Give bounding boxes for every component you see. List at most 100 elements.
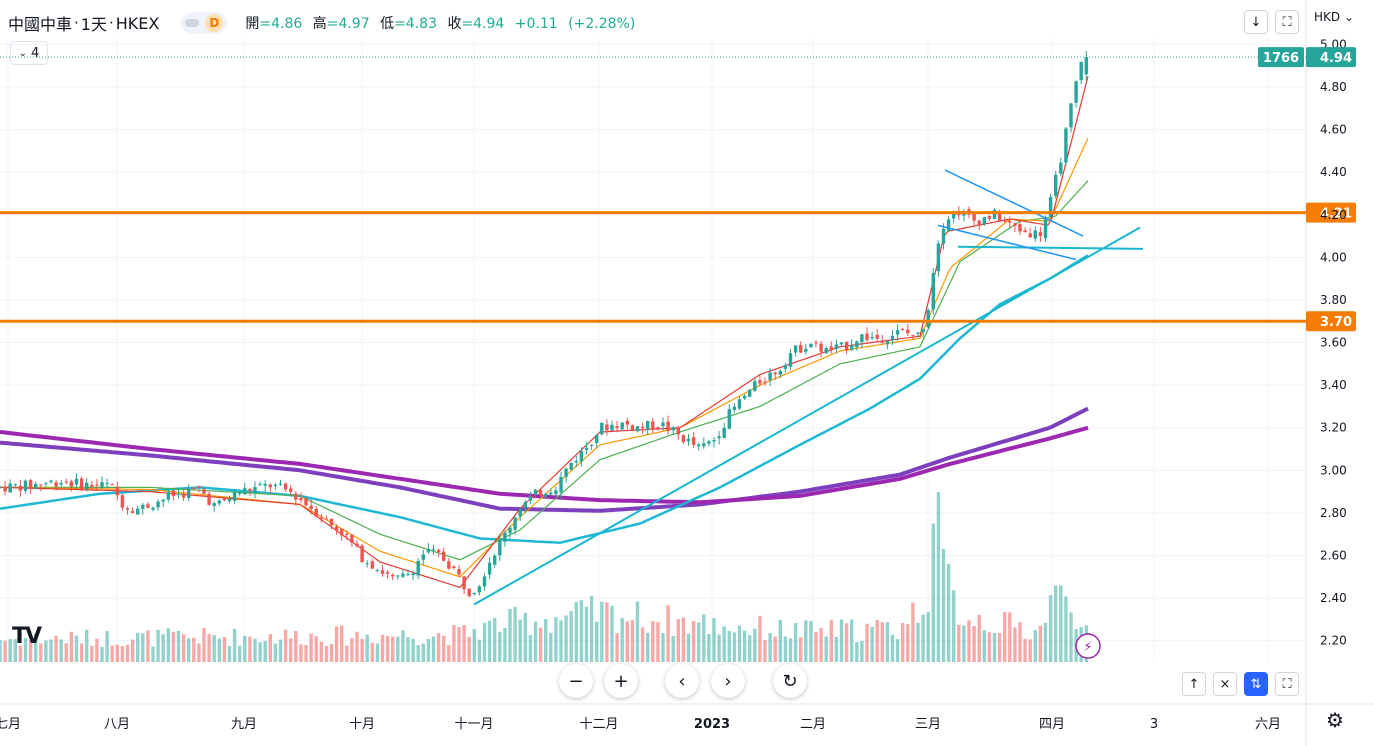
volume-bar — [334, 626, 339, 662]
volume-bar — [972, 625, 976, 662]
volume-bar — [304, 645, 308, 662]
last-price-tag — [1306, 47, 1356, 68]
volume-bar — [8, 638, 12, 662]
candle-body — [901, 329, 905, 331]
candle-body — [115, 486, 119, 496]
volume-bar — [436, 633, 441, 662]
candle-body — [34, 483, 38, 489]
chevron-right-icon: › — [724, 670, 732, 692]
open-value: =4.86 — [259, 16, 303, 32]
indicators-toggle-button[interactable]: ⌄ 4 — [10, 41, 48, 65]
time-tick-label: 十月 — [349, 717, 375, 732]
fullscreen-button[interactable]: ⛶ — [1275, 672, 1299, 696]
maximize-button[interactable]: ⛶ — [1275, 10, 1299, 34]
candle-body — [314, 508, 318, 517]
currency-selector[interactable]: HKD ⌄ — [1314, 10, 1354, 24]
volume-bar — [814, 631, 818, 662]
volume-bar — [59, 639, 63, 662]
volume-bar — [69, 631, 74, 662]
volume-bar — [146, 630, 150, 662]
candle-body — [1018, 223, 1022, 232]
volume-bar — [457, 627, 461, 662]
candle-body — [977, 220, 981, 226]
candle-body — [380, 570, 385, 574]
separator-dot: · — [108, 14, 114, 32]
candle-body — [268, 484, 272, 488]
volume-bar — [498, 631, 502, 662]
volume-bar — [839, 619, 844, 662]
currency-label: HKD — [1314, 10, 1341, 24]
volume-bar — [676, 619, 680, 662]
candle-body — [589, 444, 594, 446]
volume-bar — [23, 637, 28, 662]
candle-body — [702, 443, 706, 447]
price-tick-label: 2.20 — [1320, 634, 1347, 648]
candle-body — [559, 476, 563, 493]
candle-body — [13, 484, 17, 486]
volume-bar — [620, 617, 624, 662]
volume-bar — [447, 645, 451, 662]
volume-bar — [207, 633, 211, 662]
settings-gear-icon[interactable]: ⚙ — [1326, 708, 1344, 732]
zoom-out-button[interactable]: − — [559, 664, 593, 698]
price-tick-label: 4.20 — [1320, 208, 1347, 222]
volume-bar — [156, 629, 160, 662]
candle-body — [1023, 230, 1027, 233]
candle-body — [493, 555, 497, 565]
volume-bar — [732, 632, 737, 662]
arrow-up-icon: ↑ — [1188, 676, 1200, 692]
volume-bar — [1023, 638, 1027, 662]
volume-bar — [360, 639, 364, 662]
reset-chart-button[interactable]: ↻ — [773, 664, 807, 698]
candle-body — [829, 346, 833, 350]
price-tick-label: 3.60 — [1320, 336, 1347, 350]
volume-bar — [319, 641, 323, 662]
volume-bar — [538, 627, 543, 662]
candle-body — [18, 485, 23, 491]
symbol-title[interactable]: 中國中車 — [8, 15, 73, 34]
volume-bar — [906, 624, 910, 662]
volume-bar — [564, 615, 568, 662]
time-tick-label: 三月 — [915, 717, 941, 732]
volume-bar — [192, 637, 196, 662]
download-button[interactable]: ↓ — [1244, 10, 1268, 34]
low-label: 低 — [380, 16, 395, 32]
price-tick-label: 3.20 — [1320, 421, 1347, 435]
candle-body — [253, 487, 257, 493]
candle-body — [436, 549, 441, 553]
zoom-in-button[interactable]: + — [604, 664, 638, 698]
scroll-left-button[interactable]: ‹ — [665, 664, 699, 698]
candle-body — [498, 540, 502, 556]
chevron-down-icon: ⌄ — [1340, 10, 1355, 24]
candle-body — [8, 483, 12, 493]
volume-bar — [916, 622, 920, 662]
volume-bar — [314, 636, 318, 662]
candle-body — [691, 437, 696, 445]
candle-body — [141, 504, 145, 509]
volume-bar — [707, 634, 711, 662]
minus-icon: − — [568, 670, 584, 692]
volume-bar — [967, 620, 971, 662]
close-button[interactable]: × — [1213, 672, 1237, 696]
tradingview-logo[interactable]: TV — [12, 624, 42, 649]
auto-scale-button[interactable]: ⇅ — [1244, 672, 1268, 696]
interval-label[interactable]: 1天 — [80, 15, 107, 34]
volume-bar — [737, 625, 742, 662]
candle-body — [839, 342, 844, 345]
candle-body — [890, 335, 895, 341]
candle-body — [819, 343, 823, 352]
volume-bar — [936, 492, 941, 662]
candle-body — [1038, 231, 1043, 237]
candle-body — [447, 561, 451, 569]
scroll-to-top-button[interactable]: ↑ — [1182, 672, 1206, 696]
scroll-right-button[interactable]: › — [711, 664, 745, 698]
candle-body — [722, 427, 726, 438]
volume-bar — [34, 633, 38, 662]
candle-body — [778, 370, 782, 375]
market-status-badge[interactable]: D — [181, 12, 228, 34]
volume-bar — [212, 634, 216, 662]
volume-bar — [1043, 622, 1048, 662]
candle-body — [411, 573, 415, 576]
price-tick-label: 3.80 — [1320, 293, 1347, 307]
